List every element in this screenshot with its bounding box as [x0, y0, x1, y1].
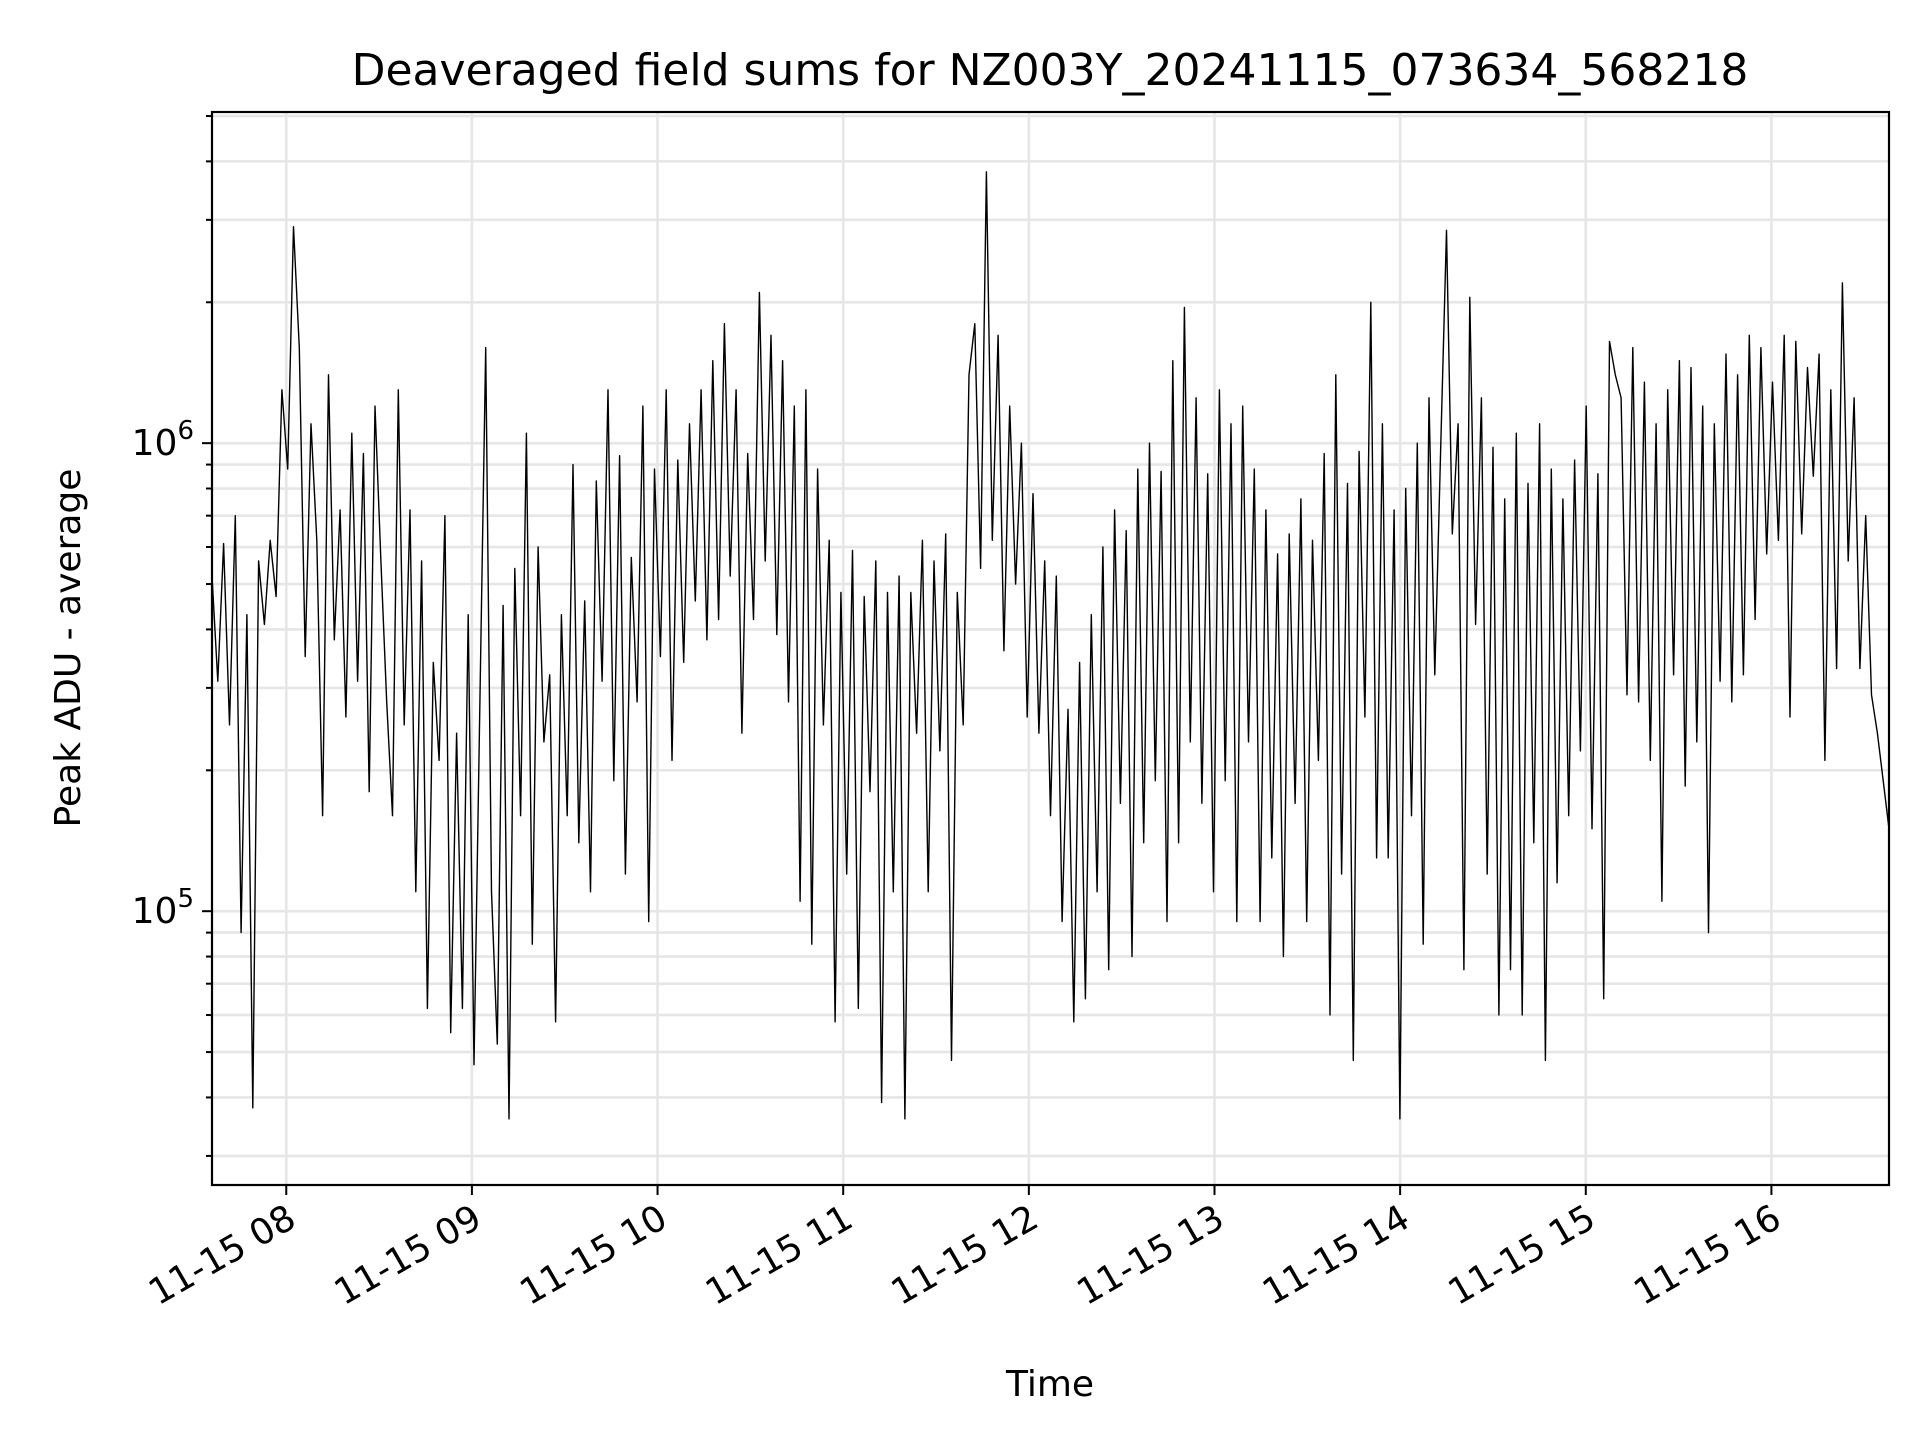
gridlines	[212, 112, 1889, 1185]
axes-frame	[210, 110, 1891, 1187]
y-axis-label: Peak ADU - average	[48, 469, 89, 828]
chart-title: Deaveraged field sums for NZ003Y_2024111…	[352, 45, 1749, 96]
data-series-line	[211, 171, 1890, 1120]
y-tick-label: 105	[132, 884, 194, 932]
y-tick-label: 106	[132, 416, 194, 464]
x-axis-label: Time	[1005, 1364, 1094, 1405]
plot-area	[211, 171, 1890, 1120]
